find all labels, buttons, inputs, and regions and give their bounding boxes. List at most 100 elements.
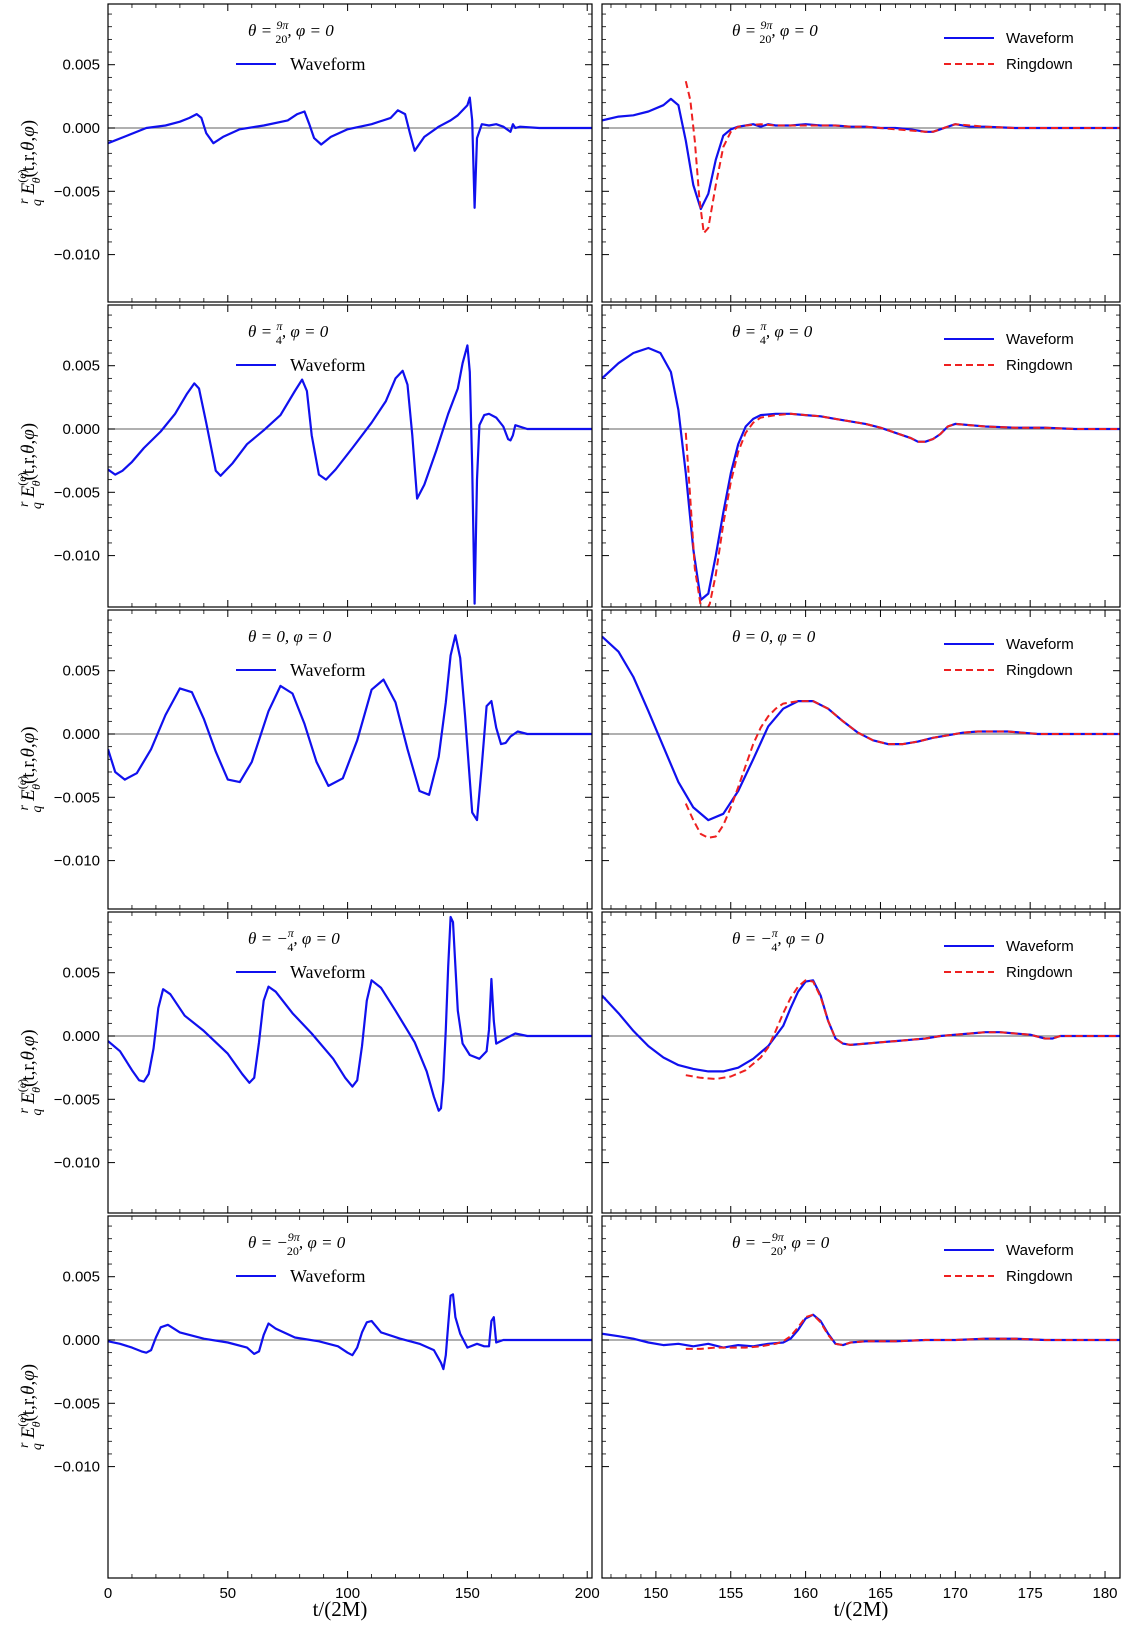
y-tick-label: −0.005 [54,1091,100,1108]
panel-annotation: θ = π 4, φ = 0 [732,319,813,347]
panel-row3-left: 0.005 0.000 −0.005 −0.010 θ = 0, φ = 0 Wavefo… [15,609,593,910]
legend-label: Waveform [290,54,366,74]
legend-label: Waveform [1006,30,1074,47]
legend-label: Waveform [290,355,366,375]
legend-label: Waveform [290,660,366,680]
x-tick-label: 150 [643,1585,668,1602]
y-axis-label: rq E(e)θ(t,r,θ,φ) [15,1029,45,1115]
waveform-line [602,346,1120,602]
y-tick-label: 0.005 [62,965,100,982]
waveform-line [108,344,592,605]
waveform-line [602,979,1120,1073]
common-labels: t/(2M) t/(2M) [313,1597,889,1621]
panel-annotation: θ = −π 4, φ = 0 [248,926,340,954]
panel-row4-left: 0.005 0.000 −0.005 −0.010 θ = −π 4, φ = 0 Wave… [15,911,593,1214]
panel-annotation: θ = −9π 20, φ = 0 [732,1230,830,1258]
x-axis-label-right: t/(2M) [834,1597,889,1621]
legend-label: Ringdown [1006,56,1073,73]
panel-frame [601,3,1121,303]
x-tick-label: 0 [104,1585,112,1602]
y-tick-label: −0.010 [54,1459,100,1476]
panel-row2-right: θ = π 4, φ = 0 Waveform Ringdown [601,304,1121,608]
y-axis-label: rq E(e)θ(t,r,θ,φ) [15,1364,45,1450]
x-tick-label: 155 [718,1585,743,1602]
legend-label: Waveform [1006,331,1074,348]
waveform-line [602,97,1120,211]
panel-frame [601,1215,1121,1579]
panel-row4-right: θ = −π 4, φ = 0 Waveform Ringdown [601,911,1121,1214]
panel-annotation: θ = 9π 20, φ = 0 [732,18,818,46]
x-tick-label: 175 [1018,1585,1043,1602]
panel-annotation: θ = 0, φ = 0 [732,627,816,646]
legend-label: Waveform [290,1266,366,1286]
ringdown-line [684,412,1120,607]
x-tick-label: 170 [943,1585,968,1602]
panel-frame [601,304,1121,608]
y-tick-label: −0.010 [54,247,100,264]
x-tick-label: 180 [1093,1585,1118,1602]
legend-label: Ringdown [1006,1268,1073,1285]
y-tick-label: −0.005 [54,789,100,806]
legend-label: Ringdown [1006,964,1073,981]
panel-annotation: θ = π 4, φ = 0 [248,319,329,347]
x-tick-label: 150 [455,1585,480,1602]
waveform-line [108,634,592,822]
y-tick-label: 0.005 [62,663,100,680]
panel-frame [107,1215,593,1579]
panel-annotation: θ = 9π 20, φ = 0 [248,18,334,46]
y-tick-label: 0.005 [62,1269,100,1286]
x-tick-label: 50 [219,1585,236,1602]
waveform-line [108,915,592,1112]
panel-row5-left: 0.005 0.000 −0.005 −0.010 0 50 100 150 200 θ = −9… [15,1215,600,1602]
y-tick-label: −0.005 [54,484,100,501]
y-tick-label: −0.010 [54,548,100,565]
panel-annotation: θ = 0, φ = 0 [248,627,332,646]
legend-label: Waveform [1006,636,1074,653]
ringdown-line [684,80,1120,235]
waveform-line [108,96,592,209]
ringdown-line [684,700,1120,839]
panel-frame [601,911,1121,1214]
panels: 0.005 0.000 −0.005 −0.010 θ = 9π 20, φ = 0 Wav… [15,3,1121,1602]
legend-label: Waveform [1006,1242,1074,1259]
panel-row2-left: 0.005 0.000 −0.005 −0.010 θ = π 4, φ = 0 Wavef… [15,304,593,608]
y-tick-label: −0.010 [54,853,100,870]
panel-row1-right: θ = 9π 20, φ = 0 Waveform Ringdown [601,3,1121,303]
x-tick-label: 200 [575,1585,600,1602]
y-tick-label: 0.000 [62,1028,100,1045]
y-tick-label: 0.000 [62,726,100,743]
y-tick-label: −0.005 [54,183,100,200]
y-tick-label: 0.005 [62,57,100,74]
x-tick-label: 165 [868,1585,893,1602]
ringdown-line [685,1313,1120,1350]
legend-label: Ringdown [1006,662,1073,679]
y-axis-label: rq E(e)θ(t,r,θ,φ) [15,120,45,206]
legend-label: Ringdown [1006,357,1073,374]
waveform-line [108,1293,592,1371]
y-axis-label: rq E(e)θ(t,r,θ,φ) [15,423,45,509]
y-tick-label: 0.000 [62,120,100,137]
panel-annotation: θ = −9π 20, φ = 0 [248,1230,346,1258]
y-tick-label: 0.000 [62,1332,100,1349]
legend-label: Waveform [290,962,366,982]
x-tick-label: 160 [793,1585,818,1602]
legend-label: Waveform [1006,938,1074,955]
panel-row5-right: 150 155 160 165 170 175 180 θ = −9π 20, φ = 0 Wav… [601,1215,1121,1602]
ringdown-line [685,979,1120,1080]
panel-frame [107,304,593,608]
y-tick-label: −0.005 [54,1395,100,1412]
y-tick-label: 0.000 [62,421,100,438]
panel-row1-left: 0.005 0.000 −0.005 −0.010 θ = 9π 20, φ = 0 Wav… [15,3,593,303]
panel-frame [107,609,593,910]
panel-row3-right: θ = 0, φ = 0 Waveform Ringdown [601,609,1121,910]
y-tick-label: −0.010 [54,1155,100,1172]
y-axis-label: rq E(e)θ(t,r,θ,φ) [15,726,45,812]
panel-annotation: θ = −π 4, φ = 0 [732,926,824,954]
panel-frame [107,911,593,1214]
x-tick-label: 100 [335,1585,360,1602]
panel-frame [107,3,593,303]
waveform-line [602,1313,1120,1349]
x-axis-label-left: t/(2M) [313,1597,368,1621]
y-tick-label: 0.005 [62,358,100,375]
